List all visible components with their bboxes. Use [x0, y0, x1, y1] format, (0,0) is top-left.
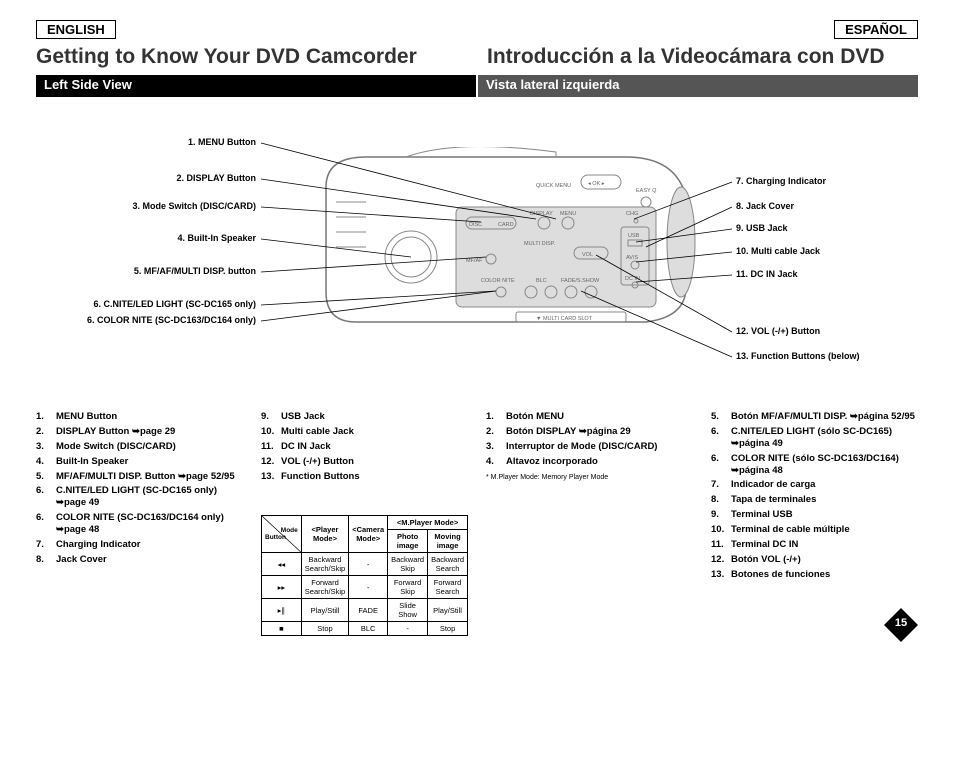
callout-1: 1. MENU Button [76, 137, 256, 147]
list-item: 4.Altavoz incorporado [486, 456, 693, 468]
list-en-col1: 1.MENU Button 2.DISPLAY Button ➥page 29 3.… [36, 411, 243, 636]
title-en: Getting to Know Your DVD Camcorder [36, 45, 467, 69]
list-item: 4.Built-In Speaker [36, 456, 243, 468]
table-row: ◂◂Backward Search/Skip-Backward SkipBack… [262, 553, 468, 576]
list-item: 8.Tapa de terminales [711, 494, 918, 506]
lang-english: ENGLISH [36, 20, 116, 39]
callout-9: 9. USB Jack [736, 223, 788, 233]
callout-7: 7. Charging Indicator [736, 176, 826, 186]
title-es: Introducción a la Videocámara con DVD [487, 45, 918, 69]
table-row: ■StopBLC-Stop [262, 622, 468, 636]
list-item: 6.C.NITE/LED LIGHT (SC-DC165 only) ➥page… [36, 485, 243, 509]
list-item: 3.Mode Switch (DISC/CARD) [36, 441, 243, 453]
mode-note: * M.Player Mode: Memory Player Mode [486, 474, 693, 481]
mode-table: Mode Button <Player Mode> <Camera Mode> … [261, 515, 468, 636]
list-item: 6.COLOR NITE (sólo SC-DC163/DC164) ➥pági… [711, 453, 918, 477]
diagram: QUICK MENU ◂ OK ▸ EASY Q DISC CARD DISPL… [36, 107, 918, 397]
list-item: 6.C.NITE/LED LIGHT (sólo SC-DC165) ➥pági… [711, 426, 918, 450]
callout-6a: 6. C.NITE/LED LIGHT (SC-DC165 only) [36, 299, 256, 309]
list-item: 12.Botón VOL (-/+) [711, 554, 918, 566]
list-en-col2-and-table: 9.USB Jack 10.Multi cable Jack 11.DC IN Ja… [261, 411, 468, 636]
list-es-col2: 5.Botón MF/AF/MULTI DISP. ➥página 52/95 6… [711, 411, 918, 636]
list-es-col1: 1.Botón MENU 2.Botón DISPLAY ➥página 29 3.… [486, 411, 693, 636]
callout-6b: 6. COLOR NITE (SC-DC163/DC164 only) [36, 315, 256, 325]
list-item: 12.VOL (-/+) Button [261, 456, 468, 468]
list-item: 5.MF/AF/MULTI DISP. Button ➥page 52/95 [36, 471, 243, 483]
list-item: 13.Function Buttons [261, 471, 468, 483]
callout-4: 4. Built-In Speaker [76, 233, 256, 243]
list-item: 9.USB Jack [261, 411, 468, 423]
list-item: 3.Interruptor de Mode (DISC/CARD) [486, 441, 693, 453]
callout-10: 10. Multi cable Jack [736, 246, 820, 256]
list-item: 10.Terminal de cable múltiple [711, 524, 918, 536]
list-item: 2.DISPLAY Button ➥page 29 [36, 426, 243, 438]
lang-spanish: ESPAÑOL [834, 20, 918, 39]
callout-12: 12. VOL (-/+) Button [736, 326, 820, 336]
callout-8: 8. Jack Cover [736, 201, 794, 211]
list-item: 9.Terminal USB [711, 509, 918, 521]
callout-3: 3. Mode Switch (DISC/CARD) [76, 201, 256, 211]
list-item: 1.MENU Button [36, 411, 243, 423]
subtitle-es: Vista lateral izquierda [478, 75, 918, 97]
list-item: 11.Terminal DC IN [711, 539, 918, 551]
table-row: ▸▸Forward Search/Skip-Forward SkipForwar… [262, 576, 468, 599]
list-item: 13.Botones de funciones [711, 569, 918, 581]
list-item: 2.Botón DISPLAY ➥página 29 [486, 426, 693, 438]
list-item: 7.Charging Indicator [36, 539, 243, 551]
callout-13: 13. Function Buttons (below) [736, 351, 860, 361]
list-item: 7.Indicador de carga [711, 479, 918, 491]
list-item: 10.Multi cable Jack [261, 426, 468, 438]
callout-5: 5. MF/AF/MULTI DISP. button [76, 266, 256, 276]
callout-11: 11. DC IN Jack [736, 269, 798, 279]
table-row: ▸∥Play/StillFADESlide ShowPlay/Still [262, 599, 468, 622]
list-item: 8.Jack Cover [36, 554, 243, 566]
page-number-badge: 15 [884, 608, 918, 642]
subtitle-en: Left Side View [36, 75, 478, 97]
list-item: 6.COLOR NITE (SC-DC163/DC164 only) ➥page… [36, 512, 243, 536]
list-item: 1.Botón MENU [486, 411, 693, 423]
list-item: 5.Botón MF/AF/MULTI DISP. ➥página 52/95 [711, 411, 918, 423]
callout-2: 2. DISPLAY Button [76, 173, 256, 183]
list-item: 11.DC IN Jack [261, 441, 468, 453]
